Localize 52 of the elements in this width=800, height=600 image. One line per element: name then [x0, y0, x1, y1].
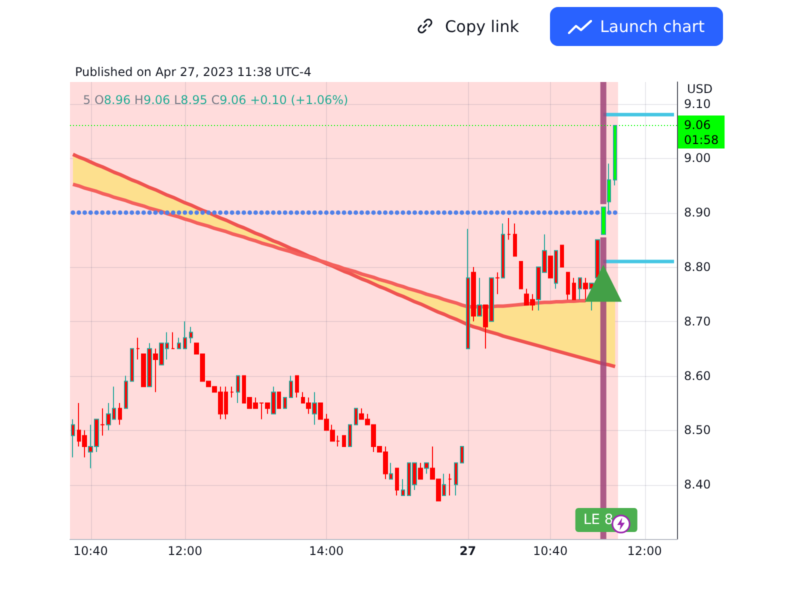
x-tick-label: 12:00	[627, 544, 662, 558]
candlestick	[507, 218, 511, 240]
chart-title: Published on Apr 27, 2023 11:38 UTC-4	[75, 65, 312, 79]
candlestick	[448, 473, 452, 496]
candlestick	[342, 435, 346, 448]
candlestick	[295, 375, 299, 398]
copy-link-button[interactable]: Copy link	[416, 14, 519, 38]
y-tick-label: 8.50	[684, 423, 711, 438]
y-tick-label: 9.10	[684, 96, 711, 111]
y-tick-label: 9.00	[684, 151, 711, 166]
x-tick-label: 14:00	[309, 544, 344, 558]
candlestick	[572, 277, 576, 300]
y-tick-label: 8.60	[684, 368, 711, 383]
launch-button[interactable]: Launch chart	[550, 7, 723, 46]
x-tick-label: 10:40	[73, 544, 108, 558]
x-tick-label: 12:00	[168, 544, 202, 558]
candlestick	[595, 239, 600, 278]
candlestick	[189, 326, 193, 344]
candlestick	[289, 375, 293, 398]
y-tick-label: 8.40	[684, 478, 711, 492]
candlestick	[348, 424, 352, 448]
candlestick	[118, 402, 122, 426]
candlestick	[613, 125, 617, 186]
candlestick	[401, 478, 405, 496]
candlestick	[236, 375, 240, 404]
candlestick	[230, 386, 234, 398]
candlestick	[395, 468, 399, 496]
y-tick-label: 8.70	[684, 314, 711, 328]
candlestick	[130, 348, 134, 382]
candlestick	[124, 375, 128, 409]
candlestick	[601, 206, 606, 235]
candlestick	[460, 446, 464, 464]
y-axis-title: USD	[687, 82, 713, 96]
candlestick	[136, 337, 140, 360]
ref-line-label: 9.06 01:58	[684, 118, 719, 148]
candlestick	[283, 397, 287, 409]
text: 5 O8.96 H9.06 L8.95 C9.06 +0.10 (+1.06%)	[83, 93, 348, 107]
candlestick	[177, 337, 181, 350]
x-tick-label: 10:40	[533, 544, 568, 558]
y-tick-label: 8.80	[684, 260, 711, 274]
candlestick	[183, 320, 187, 350]
candlestick	[513, 222, 517, 257]
candlestick	[566, 272, 570, 300]
y-tick-label: 8.90	[684, 206, 711, 220]
candlestick	[560, 244, 564, 268]
annotation: LE 8	[583, 512, 614, 528]
candlestick	[454, 462, 458, 496]
x-tick-label: 27	[459, 544, 476, 558]
candlestick	[519, 261, 523, 290]
candlestick	[71, 418, 75, 458]
candlestick	[171, 332, 175, 350]
candlestick	[607, 163, 611, 214]
